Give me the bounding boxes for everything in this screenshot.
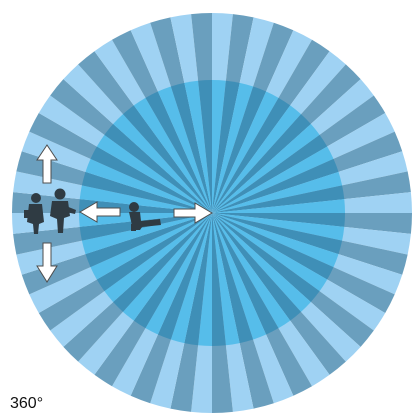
inner-ray [212,158,339,213]
inner-ray [123,213,212,321]
inner-ray [212,213,267,340]
inner-ray [85,213,212,268]
inner-ray [145,213,212,335]
inner-ray [212,82,254,213]
inner-ray [212,171,343,213]
inner-ray [184,213,212,346]
inner-ray [157,213,212,340]
inner-ray [113,213,212,312]
arrow-right-icon [173,202,213,224]
inner-ray [157,86,212,213]
inner-ray [198,213,212,346]
inner-ray [85,158,212,213]
inner-ray [212,213,345,241]
inner-ray [212,213,345,227]
inner-ray [212,105,301,213]
inner-ray [212,97,291,213]
person-icon [129,202,161,231]
inner-ray [79,213,212,241]
inner-ray [212,114,311,213]
inner-ray [104,213,212,302]
arrow-left-icon [79,201,121,223]
inner-ray [198,80,212,213]
inner-ray [170,213,212,344]
inner-ray [81,171,212,213]
inner-ray [170,82,212,213]
inner-ray [212,91,279,213]
inner-ray-disc [79,80,345,346]
inner-ray [212,213,279,335]
person-icon [24,193,44,234]
inner-ray [133,97,212,213]
inner-ray [212,80,226,213]
inner-ray [133,213,212,329]
inner-ray [96,213,212,292]
inner-ray [81,213,212,255]
inner-ray [212,213,240,346]
inner-ray [212,146,334,213]
inner-ray [212,213,226,346]
inner-ray [212,213,339,268]
inner-ray [79,185,212,213]
inner-ray [212,199,345,213]
inner-ray [212,86,267,213]
inner-ray [123,105,212,213]
inner-ray [90,213,212,280]
inner-ray [212,213,254,344]
inner-ray [212,213,301,321]
inner-ray [104,124,212,213]
inner-ray [212,213,320,302]
inner-ray [212,134,328,213]
inner-ray [145,91,212,213]
inner-ray [90,146,212,213]
inner-ray [212,213,328,292]
inner-ray [184,80,212,213]
inner-ray [212,80,240,213]
inner-ray [212,185,345,213]
angle-label: 360° [10,395,44,412]
inner-ray [212,213,334,280]
person-icon [50,188,76,233]
arrow-down-icon [36,242,58,283]
inner-ray [113,114,212,213]
inner-ray [212,213,291,329]
arrow-up-icon [36,144,58,184]
inner-ray [212,213,311,312]
inner-ray [212,213,343,255]
inner-ray [212,124,320,213]
inner-ray [96,134,212,213]
